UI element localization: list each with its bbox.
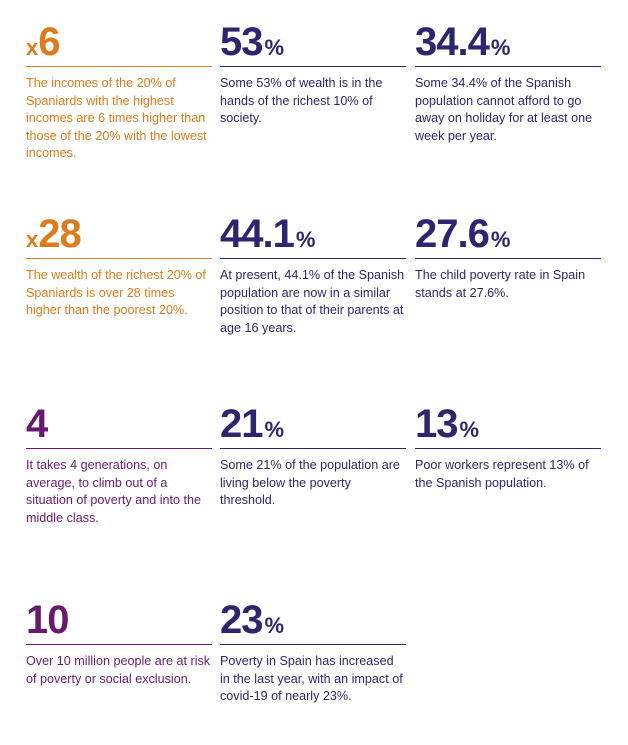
- stat-number: 27.6: [415, 212, 490, 256]
- divider: [220, 258, 406, 259]
- stat-description: It takes 4 generations, on average, to c…: [26, 458, 202, 525]
- stat-wealth-share: 53% Some 53% of wealth is in the hands o…: [220, 20, 406, 128]
- stat-number: 21: [220, 402, 263, 446]
- stat-value: 34.4%: [415, 20, 601, 64]
- stat-number: 4: [26, 402, 48, 446]
- stat-suffix: %: [490, 35, 511, 60]
- stat-suffix: %: [264, 417, 285, 442]
- stat-number: 10: [26, 598, 69, 642]
- stat-suffix: %: [459, 417, 480, 442]
- stat-value: 27.6%: [415, 212, 601, 256]
- stat-description: The incomes of the 20% of Spaniards with…: [26, 76, 207, 160]
- stat-number: 34.4: [415, 20, 490, 64]
- stat-child-poverty: 27.6% The child poverty rate in Spain st…: [415, 212, 601, 302]
- stat-value: 10: [26, 598, 212, 642]
- stat-description: The child poverty rate in Spain stands a…: [415, 268, 586, 300]
- stat-description: Some 34.4% of the Spanish population can…: [415, 76, 593, 143]
- stat-number: 23: [220, 598, 263, 642]
- stat-incomes-ratio: x6 The incomes of the 20% of Spaniards w…: [26, 20, 212, 163]
- stat-suffix: %: [295, 227, 316, 252]
- divider: [26, 258, 212, 259]
- stat-value: 21%: [220, 402, 406, 446]
- stat-prefix: x: [26, 227, 39, 252]
- divider: [220, 448, 406, 449]
- stat-value: 53%: [220, 20, 406, 64]
- stat-value: x28: [26, 212, 212, 256]
- stat-value: 13%: [415, 402, 601, 446]
- stat-number: 44.1: [220, 212, 295, 256]
- divider: [26, 448, 212, 449]
- stat-description: Poverty in Spain has increased in the la…: [220, 654, 403, 703]
- divider: [26, 66, 212, 67]
- stat-risk-exclusion: 10 Over 10 million people are at risk of…: [26, 598, 212, 688]
- divider: [220, 644, 406, 645]
- stat-mobility: 44.1% At present, 44.1% of the Spanish p…: [220, 212, 406, 337]
- divider: [415, 448, 601, 449]
- stat-description: Over 10 million people are at risk of po…: [26, 654, 211, 686]
- stat-wealth-ratio: x28 The wealth of the richest 20% of Spa…: [26, 212, 212, 320]
- stat-description: Some 53% of wealth is in the hands of th…: [220, 76, 383, 125]
- stat-value: 44.1%: [220, 212, 406, 256]
- stat-number: 28: [38, 212, 81, 256]
- stat-value: 23%: [220, 598, 406, 642]
- stat-suffix: %: [490, 227, 511, 252]
- stat-poverty-threshold: 21% Some 21% of the population are livin…: [220, 402, 406, 510]
- stat-prefix: x: [26, 35, 39, 60]
- divider: [415, 258, 601, 259]
- stat-suffix: %: [264, 35, 285, 60]
- stat-generations: 4 It takes 4 generations, on average, to…: [26, 402, 212, 527]
- stat-number: 13: [415, 402, 458, 446]
- divider: [26, 644, 212, 645]
- stat-poor-workers: 13% Poor workers represent 13% of the Sp…: [415, 402, 601, 492]
- stat-description: The wealth of the richest 20% of Spaniar…: [26, 268, 206, 317]
- stat-description: Poor workers represent 13% of the Spanis…: [415, 458, 589, 490]
- stat-value: 4: [26, 402, 212, 446]
- stat-suffix: %: [264, 613, 285, 638]
- stat-covid-impact: 23% Poverty in Spain has increased in th…: [220, 598, 406, 706]
- divider: [415, 66, 601, 67]
- stat-description: Some 21% of the population are living be…: [220, 458, 400, 507]
- divider: [220, 66, 406, 67]
- stat-number: 6: [38, 20, 60, 64]
- stat-value: x6: [26, 20, 212, 64]
- stat-number: 53: [220, 20, 263, 64]
- stat-description: At present, 44.1% of the Spanish populat…: [220, 268, 405, 335]
- stat-holiday: 34.4% Some 34.4% of the Spanish populati…: [415, 20, 601, 145]
